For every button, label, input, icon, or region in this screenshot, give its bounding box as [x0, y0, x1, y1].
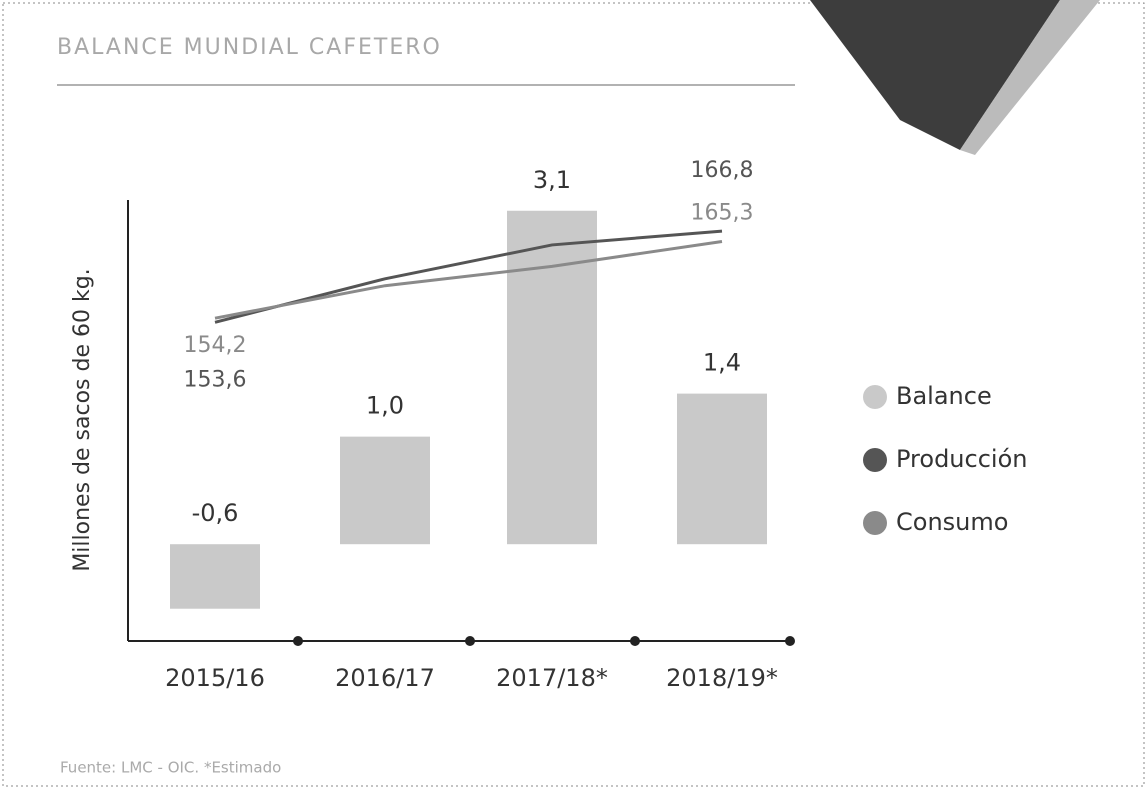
line-value-label: 153,6: [184, 367, 247, 392]
line-value-label: 165,3: [691, 200, 754, 225]
x-tick-label: 2018/19*: [666, 664, 778, 692]
bar-value-label: 1,4: [703, 349, 741, 377]
legend-label: Consumo: [896, 508, 1008, 536]
line-value-label: 154,2: [184, 333, 247, 358]
y-axis-label: Millones de sacos de 60 kg.: [70, 268, 95, 571]
axis-dot: [293, 636, 303, 646]
x-tick-label: 2015/16: [165, 664, 265, 692]
bar: [677, 393, 767, 545]
decoration: [960, 0, 1100, 155]
axis-dot: [630, 636, 640, 646]
bar-value-label: -0,6: [192, 499, 239, 527]
bar-value-label: 3,1: [533, 166, 571, 194]
x-tick-label: 2017/18*: [496, 664, 608, 692]
decoration: [810, 0, 1060, 150]
x-tick-label: 2016/17: [335, 664, 435, 692]
legend-swatch: [863, 511, 887, 535]
axis-dot: [785, 636, 795, 646]
bar: [170, 544, 260, 609]
legend-swatch: [863, 448, 887, 472]
source: Fuente: LMC - OIC. *Estimado: [60, 759, 281, 777]
legend-label: Producción: [896, 445, 1027, 473]
chart-title: BALANCE MUNDIAL CAFETERO: [57, 35, 442, 60]
axis-dot: [465, 636, 475, 646]
line-value-label: 166,8: [691, 158, 754, 183]
line: [214, 239, 723, 320]
bar-value-label: 1,0: [366, 392, 404, 420]
bar: [340, 436, 430, 545]
legend-swatch: [863, 385, 887, 409]
legend-label: Balance: [896, 382, 992, 410]
